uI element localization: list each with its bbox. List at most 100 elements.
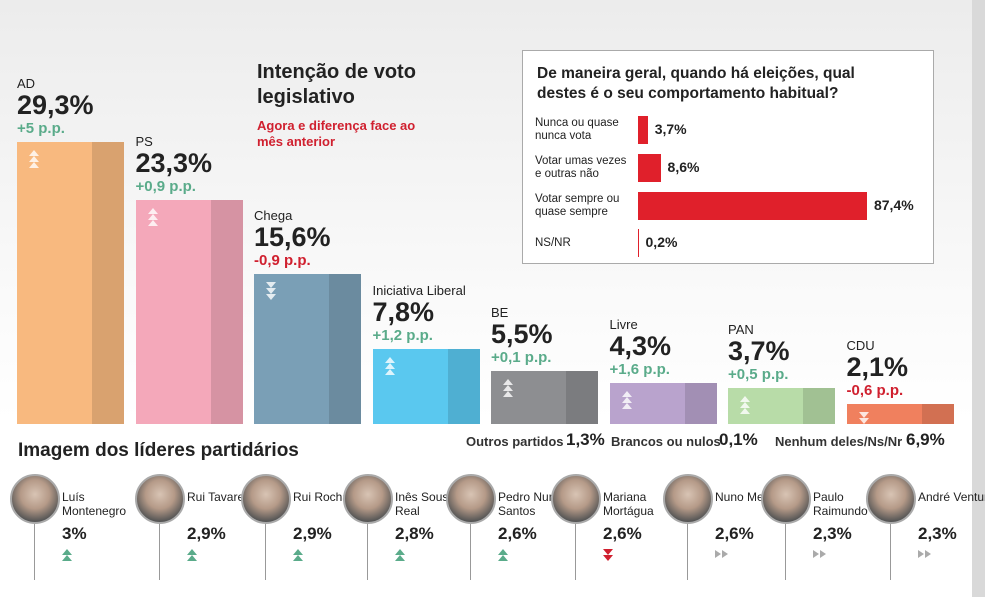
trend-arrow <box>266 287 276 294</box>
trend-arrow <box>147 213 158 220</box>
bar <box>17 142 124 424</box>
leader-score: 2,3% <box>918 524 957 543</box>
trend-arrow <box>29 156 39 163</box>
leader-name: Inês Sousa Real <box>395 490 456 518</box>
subtitle: Agora e diferença face ao mês anterior <box>257 118 416 149</box>
trend-arrow <box>498 555 508 561</box>
party-change: -0,6 p.p. <box>846 381 904 399</box>
leader-line <box>687 520 688 580</box>
survey-box <box>522 50 934 264</box>
party-value: 4,3% <box>609 330 672 361</box>
edge-strip <box>972 0 985 597</box>
party-change: +1,2 p.p. <box>372 326 433 344</box>
party-name: CDU <box>846 337 875 353</box>
survey-value: 0,2% <box>645 234 678 250</box>
trend-arrow <box>187 555 197 561</box>
leader-name: Paulo Raimundo <box>813 490 868 518</box>
survey-value: 8,6% <box>667 159 700 175</box>
leader-photo <box>551 474 601 524</box>
leader-line <box>785 520 786 580</box>
party-value: 15,6% <box>254 221 331 252</box>
trend-arrow <box>384 368 395 375</box>
leader-photo <box>343 474 393 524</box>
survey-value: 87,4% <box>873 197 914 213</box>
leader-line <box>470 520 471 580</box>
leader-name: Rui Tavares <box>187 490 251 504</box>
leader-name: Rui Rocha <box>293 490 350 504</box>
other-value: 6,9% <box>906 430 945 449</box>
trend-arrow <box>715 550 721 558</box>
leader-line <box>265 520 266 580</box>
survey-label: Votar sempre ou quase sempre <box>535 193 620 218</box>
trend-arrow <box>813 550 819 558</box>
trend-arrow <box>820 550 826 558</box>
party-name: PS <box>135 133 153 149</box>
leader-line <box>34 520 35 580</box>
leader-photo <box>10 474 60 524</box>
party-value: 5,5% <box>491 319 553 350</box>
other-name: Nenhum deles/Ns/Nr <box>775 434 903 449</box>
trend-arrow <box>918 550 924 558</box>
trend-arrow <box>621 396 632 403</box>
trend-arrow <box>722 550 728 558</box>
other-name: Brancos ou nulos <box>611 434 721 449</box>
survey-bar <box>638 154 661 182</box>
trend-arrow <box>740 408 750 415</box>
party-value: 7,8% <box>372 296 435 327</box>
trend-arrow <box>858 423 869 430</box>
party-value: 29,3% <box>17 90 94 121</box>
party-change: -0,9 p.p. <box>254 251 311 269</box>
survey-title: De maneira geral, quando há eleições, qu… <box>537 65 855 102</box>
bar <box>135 199 243 424</box>
party-name: BE <box>491 305 509 321</box>
bar-shade <box>803 388 835 424</box>
leader-score: 2,6% <box>603 524 642 543</box>
trend-arrow <box>384 356 395 363</box>
trend-arrow <box>621 390 632 397</box>
title: Intenção de voto legislativo <box>257 61 416 108</box>
party-change: +0,5 p.p. <box>728 366 789 384</box>
leader-name: Mariana Mortágua <box>603 490 654 518</box>
trend-arrow <box>62 555 72 561</box>
survey-label: Nunca ou quase nunca vota <box>535 117 619 142</box>
trend-arrow <box>384 362 395 369</box>
party-value: 2,1% <box>846 351 909 382</box>
leader-name: Pedro Nuno Santos <box>498 490 563 518</box>
trend-arrow <box>621 402 632 409</box>
survey-bar <box>638 229 639 257</box>
party-name: AD <box>17 76 36 92</box>
other-value: 0,1% <box>719 430 758 449</box>
trend-arrow <box>147 207 158 214</box>
trend-arrow <box>858 417 869 424</box>
party-name: Livre <box>609 316 638 332</box>
party-name: Iniciativa Liberal <box>372 282 466 298</box>
bar-shade <box>921 403 954 424</box>
bar-shade <box>447 348 480 424</box>
trend-arrow <box>266 293 276 300</box>
party-value: 3,7% <box>728 336 790 367</box>
survey-value: 3,7% <box>654 121 687 137</box>
leader-name: Luís Montenegro <box>62 490 127 518</box>
leader-score: 2,9% <box>293 524 332 543</box>
other-name: Outros partidos <box>466 434 564 449</box>
trend-arrow <box>395 555 405 561</box>
bar-shade <box>92 142 124 424</box>
trend-arrow <box>147 219 158 226</box>
leader-line <box>159 520 160 580</box>
leader-score: 2,6% <box>715 524 754 543</box>
leader-score: 2,9% <box>187 524 226 543</box>
bar-shade <box>566 371 598 424</box>
leader-name: André Ventura <box>918 490 985 504</box>
leader-score: 2,6% <box>498 524 537 543</box>
trend-arrow <box>503 385 513 392</box>
leader-score: 2,3% <box>813 524 852 543</box>
bar-shade <box>210 199 243 424</box>
party-name: Chega <box>254 207 293 223</box>
trend-arrow <box>293 555 303 561</box>
trend-arrow <box>603 549 613 555</box>
survey-label: NS/NR <box>535 236 571 249</box>
trend-arrow <box>187 549 197 555</box>
trend-arrow <box>395 549 405 555</box>
party-change: +1,6 p.p. <box>609 360 670 378</box>
bar <box>846 403 954 424</box>
